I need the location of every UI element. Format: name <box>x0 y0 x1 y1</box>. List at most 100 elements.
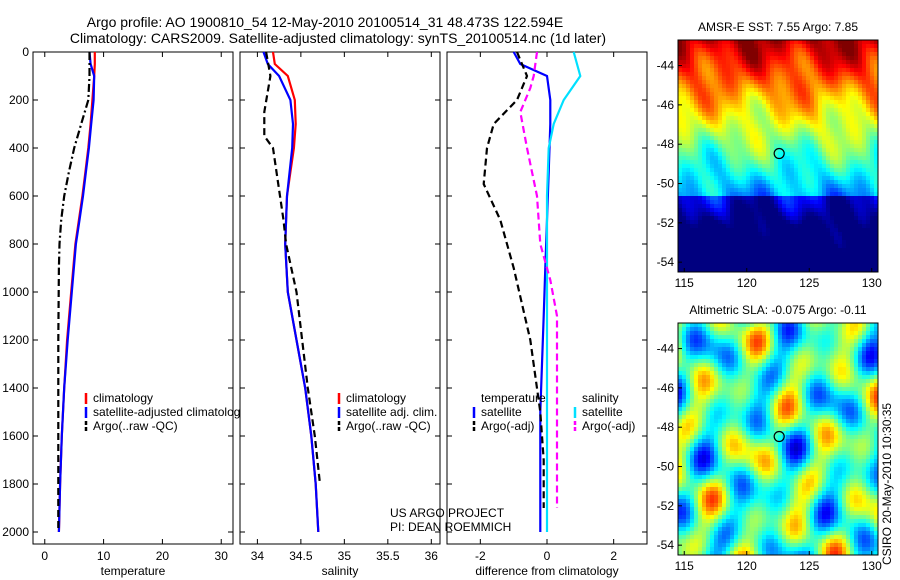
map-cell <box>830 196 835 201</box>
map-cell <box>818 176 823 181</box>
map-cell <box>738 367 743 372</box>
map-cell <box>826 72 831 77</box>
map-cell <box>774 60 779 65</box>
map-cell <box>838 84 843 89</box>
map-cell <box>722 463 727 468</box>
map-cell <box>714 152 719 157</box>
map-cell <box>754 148 759 153</box>
map-cell <box>822 120 827 125</box>
map-cell <box>794 136 799 141</box>
map-cell <box>854 132 859 137</box>
map-cell <box>738 268 743 273</box>
map-cell <box>810 371 815 376</box>
map-cell <box>854 343 859 348</box>
map-cell <box>798 124 803 129</box>
map-cell <box>814 367 819 372</box>
map-cell <box>730 84 735 89</box>
map-cell <box>858 248 863 253</box>
map-cell <box>758 52 763 57</box>
map-cell <box>694 104 699 109</box>
map-cell <box>874 343 879 348</box>
map-cell <box>730 367 735 372</box>
map-cell <box>806 180 811 185</box>
map-cell <box>794 363 799 368</box>
map-cell <box>850 268 855 273</box>
map-cell <box>698 176 703 181</box>
map-cell <box>758 220 763 225</box>
map-cell <box>726 256 731 261</box>
map-cell <box>818 252 823 257</box>
map-cell <box>830 48 835 53</box>
map-cell <box>858 144 863 149</box>
map-cell <box>858 204 863 209</box>
map-cell <box>754 343 759 348</box>
map-cell <box>842 196 847 201</box>
map-cell <box>798 160 803 165</box>
map-cell <box>714 435 719 440</box>
map-cell <box>750 172 755 177</box>
map-cell <box>738 359 743 364</box>
map-cell <box>782 383 787 388</box>
map-cell <box>754 407 759 412</box>
map-cell <box>778 391 783 396</box>
map-cell <box>826 447 831 452</box>
map-cell <box>874 84 879 89</box>
map-cell <box>702 371 707 376</box>
map-cell <box>746 268 751 273</box>
map-cell <box>706 152 711 157</box>
map-cell <box>858 252 863 257</box>
map-cell <box>874 124 879 129</box>
map-cell <box>714 140 719 145</box>
map-cell <box>718 56 723 61</box>
map-cell <box>694 475 699 480</box>
map-cell <box>758 96 763 101</box>
map-cell <box>830 407 835 412</box>
map-cell <box>842 431 847 436</box>
map-cell <box>814 232 819 237</box>
map-cell <box>866 84 871 89</box>
map-cell <box>798 331 803 336</box>
map-cell <box>730 439 735 444</box>
map-cell <box>830 116 835 121</box>
map-cell <box>870 80 875 85</box>
map-cell <box>698 443 703 448</box>
map-cell <box>702 351 707 356</box>
map-cell <box>838 415 843 420</box>
map-cell <box>790 184 795 189</box>
map-cell <box>862 435 867 440</box>
map-cell <box>830 244 835 249</box>
map-cell <box>766 60 771 65</box>
map-cell <box>774 108 779 113</box>
map-cell <box>702 331 707 336</box>
y-tick-label: 1400 <box>2 381 29 395</box>
map-cell <box>702 92 707 97</box>
map-cell <box>838 240 843 245</box>
map-cell <box>870 363 875 368</box>
map-cell <box>718 387 723 392</box>
map-cell <box>702 455 707 460</box>
map-cell <box>690 395 695 400</box>
map-cell <box>734 172 739 177</box>
map-cell <box>766 68 771 73</box>
map-cell <box>846 48 851 53</box>
map-cell <box>818 327 823 332</box>
map-cell <box>698 208 703 213</box>
map-cell <box>726 168 731 173</box>
map-cell <box>850 427 855 432</box>
map-cell <box>862 100 867 105</box>
map-cell <box>698 467 703 472</box>
map-cell <box>762 339 767 344</box>
map-cell <box>754 403 759 408</box>
map-cell <box>746 463 751 468</box>
map-cell <box>774 116 779 121</box>
map-cell <box>718 339 723 344</box>
map-cell <box>874 323 879 328</box>
map-cell <box>750 180 755 185</box>
map-cell <box>718 128 723 133</box>
map-cell <box>702 252 707 257</box>
map-cell <box>794 399 799 404</box>
map-cell <box>870 331 875 336</box>
map-cell <box>810 439 815 444</box>
map-cell <box>734 391 739 396</box>
map-cell <box>754 124 759 129</box>
